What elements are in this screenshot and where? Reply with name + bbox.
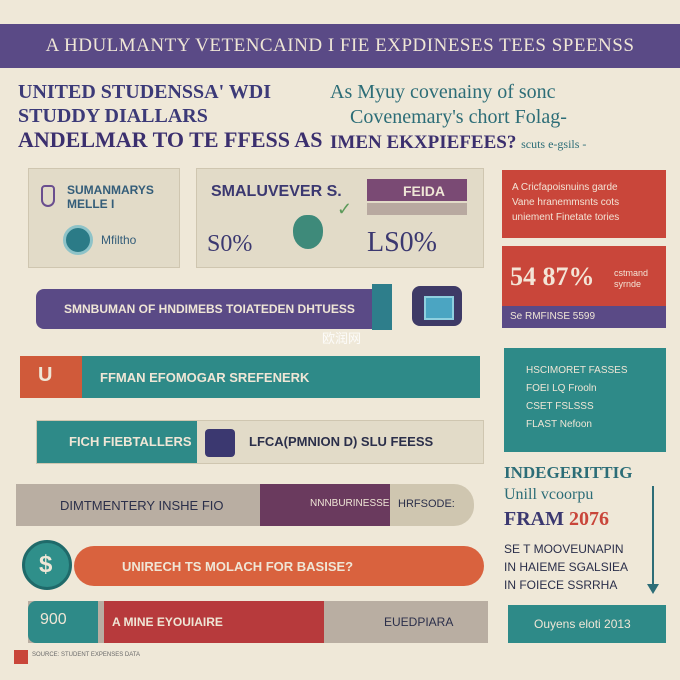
- bar-1: SMNBUMAN OF HNDIMEBS TOIATEDEN DHTUESS: [36, 289, 376, 329]
- headline-left-line3: ANDELMAR TO TE FFESS AS: [18, 127, 323, 152]
- bar-6: 900 A MINE EYOUIAIRE EUEDPIARA: [28, 601, 488, 643]
- bar-2-cap: U: [20, 356, 82, 398]
- headline-right-line3-small: scuts e-gsils -: [521, 137, 587, 151]
- red-stat-side: cstmand syrnde: [614, 268, 649, 289]
- right-title-3b: 2076: [568, 508, 609, 530]
- students-card-sub: Mfiltho: [101, 233, 137, 247]
- headline-left: UNITED STUDENSSA' WDI STUDDY DIALLARS AN…: [18, 80, 328, 152]
- bar-3-right-label: LFCA(PMNION D) SLU FEESS: [249, 434, 434, 449]
- bar-6-left-label: A MINE EYOUIAIRE: [112, 615, 223, 629]
- globe-icon: [63, 225, 93, 255]
- red-info-box: A Cricfapoisnuins garde Vane hranemmsnts…: [502, 170, 666, 238]
- bar-6-red: [104, 601, 324, 643]
- monitor-icon: [412, 286, 462, 326]
- bar-6-number: 900: [40, 611, 67, 628]
- headline-right: As Myuy covenainy of sonc Covenemary's c…: [330, 80, 670, 157]
- header-band: A HDULMANTY VETENCAIND I FIE EXPDINESES …: [0, 24, 680, 68]
- bar-3-left-label: FICH FIEBTALLERS: [69, 434, 192, 449]
- bar-6-teal: [28, 601, 98, 643]
- check-icon: ✓: [337, 199, 353, 219]
- headline-right-line3-main: IMEN EKXPIEFEES?: [330, 132, 517, 153]
- red-info-text: A Cricfapoisnuins garde Vane hranemmsnts…: [512, 182, 620, 223]
- teal-info-box: HSCIMORET FASSES FOEI LQ Frooln CSET FSL…: [504, 348, 666, 452]
- graduation-cap-icon: [205, 429, 235, 457]
- percent-card-title: SMALUVEVER S.: [211, 183, 342, 200]
- right-title-3a: FRAM: [504, 508, 569, 530]
- bar-4-tail-label: HRFSODE:: [398, 498, 455, 510]
- money-bag-icon: [293, 215, 323, 249]
- students-card-title: SUMANMARYS MELLE I: [67, 183, 154, 211]
- red-stat-foot: Se RMFINSE 5599: [502, 306, 666, 328]
- bar-1-end: [372, 284, 392, 330]
- right-footer-box: Ouyens eloti 2013: [508, 605, 666, 643]
- headline-left-line1: UNITED STUDENSSA' WDI: [18, 81, 272, 103]
- bar-3: FICH FIEBTALLERS LFCA(PMNION D) SLU FEES…: [36, 420, 484, 464]
- bar-5-label: UNIRECH TS MOLACH FOR BASISE?: [122, 558, 354, 574]
- percent-card-tag-strip: [367, 203, 467, 215]
- right-title-1: INDEGERITTIG: [504, 463, 633, 482]
- bar-4-tail: HRFSODE:: [390, 484, 474, 526]
- percent-card: SMALUVEVER S. FEIDA S0% ✓ LS0%: [196, 168, 484, 268]
- headline-right-line1: As Myuy covenainy of sonc: [330, 81, 556, 103]
- right-title-block: INDEGERITTIG Unill vcoorpu FRAM 2076: [504, 462, 668, 532]
- down-arrow-icon: [647, 486, 659, 594]
- backpack-icon: [41, 185, 55, 207]
- teal-info-text: HSCIMORET FASSES FOEI LQ Frooln CSET FSL…: [526, 365, 628, 430]
- bar-2-label: FFMAN EFOMOGAR SREFENERK: [100, 369, 310, 385]
- students-card: SUMANMARYS MELLE I Mfiltho: [28, 168, 180, 268]
- footer-note: SOURCE: STUDENT EXPENSES DATA: [32, 652, 141, 658]
- percent-left: S0%: [207, 231, 253, 257]
- percent-card-tag-bg: [367, 179, 467, 201]
- header-title: A HDULMANTY VETENCAIND I FIE EXPDINESES …: [45, 35, 635, 56]
- bar-1-label: SMNBUMAN OF HNDIMEBS TOIATEDEN DHTUESS: [64, 302, 355, 316]
- right-footer-label: Ouyens eloti 2013: [534, 617, 631, 631]
- bar-6-right-label: EUEDPIARA: [384, 615, 454, 629]
- footer-logo-icon: [14, 650, 28, 664]
- watermark: 欧润网: [322, 331, 362, 346]
- red-stat-number: 54 87%: [510, 262, 595, 291]
- red-stat-box: 54 87% cstmand syrnde Se RMFINSE 5599: [502, 246, 666, 328]
- bar-4-right-label: NNNBURINESSE: [310, 498, 390, 509]
- right-notes: SE T MOOVEUNAPIN IN HAIEME SGALSIEA IN F…: [504, 542, 629, 592]
- dollar-coin-icon: $: [22, 540, 72, 590]
- bar-3-teal: [37, 421, 197, 463]
- bar-4-right: NNNBURINESSE: [260, 484, 390, 526]
- bar-5: UNIRECH TS MOLACH FOR BASISE?: [74, 546, 484, 586]
- bar-2: FFMAN EFOMOGAR SREFENERK: [20, 356, 480, 398]
- headline-right-line2: Covenemary's chort Folag-: [350, 106, 567, 128]
- right-title-2: Unill vcoorpu: [504, 486, 594, 503]
- right-title-3: FRAM 2076: [504, 506, 668, 532]
- headline-right-line3: IMEN EKXPIEFEES? scuts e-gsils -: [330, 130, 670, 157]
- percent-right: LS0%: [367, 227, 437, 258]
- percent-card-tag: FEIDA: [403, 183, 445, 199]
- headline-left-line2: STUDDY DIALLARS: [18, 105, 208, 127]
- bar-4-label: DIMTMENTERY INSHE FIO: [60, 497, 224, 513]
- bar-2-cap-letter: U: [38, 364, 53, 386]
- coin-symbol: $: [39, 551, 53, 578]
